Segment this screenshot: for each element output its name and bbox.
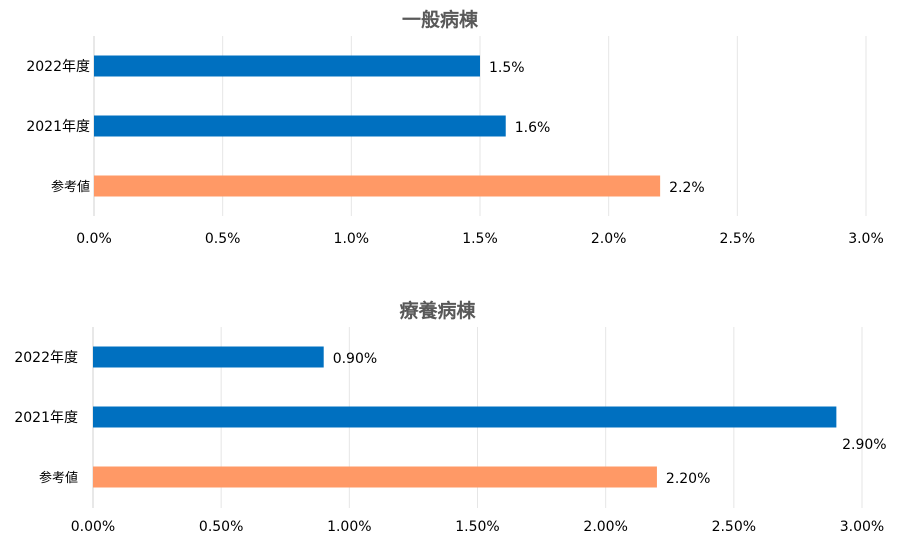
bar xyxy=(94,175,661,197)
x-tick-label: 0.5% xyxy=(205,231,241,247)
x-tick-label: 2.0% xyxy=(591,231,627,247)
x-tick-label: 3.0% xyxy=(848,231,884,247)
x-tick-label: 3.00% xyxy=(840,519,884,535)
x-tick-label: 1.00% xyxy=(327,519,371,535)
bar xyxy=(93,466,657,488)
category-label: 2021年度 xyxy=(14,410,78,426)
bar xyxy=(93,346,324,368)
data-label: 0.90% xyxy=(333,351,377,367)
x-tick-label: 0.00% xyxy=(71,519,115,535)
data-label: 2.20% xyxy=(666,471,710,487)
x-tick-label: 1.50% xyxy=(455,519,499,535)
x-tick-label: 1.0% xyxy=(334,231,370,247)
category-label: 参考値 xyxy=(39,470,78,486)
x-tick-label: 2.5% xyxy=(720,231,756,247)
data-label: 2.90% xyxy=(842,437,886,453)
category-label: 2022年度 xyxy=(14,350,78,366)
x-tick-label: 2.00% xyxy=(583,519,627,535)
bar xyxy=(93,406,837,428)
category-label: 2022年度 xyxy=(26,59,90,75)
category-label: 参考値 xyxy=(51,179,90,195)
x-tick-label: 0.0% xyxy=(76,231,112,247)
x-tick-label: 1.5% xyxy=(462,231,498,247)
bar xyxy=(94,115,506,137)
category-label: 2021年度 xyxy=(26,119,90,135)
long-term-care-ward-chart: 療養病棟 0.00% 0.50% 1.00% 1.50% 2.00% 2.50% 3.00% 2… xyxy=(14,299,886,535)
chart-title: 療養病棟 xyxy=(399,299,476,322)
data-label: 2.2% xyxy=(669,180,705,196)
data-label: 1.5% xyxy=(489,60,525,76)
general-ward-chart: 一般病棟 0.0% 0.5% 1.0% 1.5% 2.0% 2.5% 3.0% 2022年度 1.… xyxy=(26,8,883,247)
x-tick-label: 0.50% xyxy=(199,519,243,535)
chart-title: 一般病棟 xyxy=(402,8,479,31)
x-tick-label: 2.50% xyxy=(712,519,756,535)
bar xyxy=(94,55,480,77)
data-label: 1.6% xyxy=(515,120,551,136)
